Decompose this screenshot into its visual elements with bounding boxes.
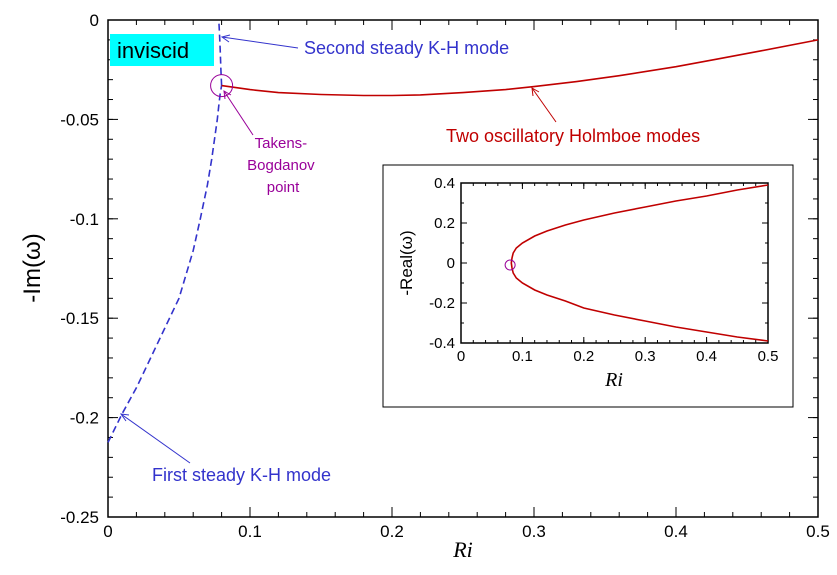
y-tick-label: 0.2	[434, 215, 455, 232]
series-line-first-steady-k-h-mode	[107, 85, 223, 443]
x-tick-label: 0.2	[380, 522, 404, 541]
inviscid-label-background	[110, 34, 214, 66]
second-kh-mode-label: Second steady K-H mode	[304, 38, 509, 58]
y-tick-label: 0	[447, 255, 455, 272]
y-tick-label: 0	[90, 11, 99, 30]
takens-bogdanov-line-2: Bogdanov	[247, 157, 315, 174]
x-tick-label: 0.5	[758, 348, 779, 365]
x-tick-label: 0.3	[522, 522, 546, 541]
takens-bogdanov-arrow	[223, 90, 254, 136]
inviscid-label: inviscid	[117, 38, 189, 63]
takens-bogdanov-label: Takens- Bogdanov point	[247, 135, 319, 196]
holmboe-modes-arrowhead	[531, 87, 540, 97]
y-tick-label: 0.4	[434, 175, 455, 192]
inset-ticks: 0 0.1 0.2 0.3 0.4 0.5 0.4 0.2 0 -0.2 -0.4	[429, 175, 778, 365]
y-tick-label: -0.15	[60, 309, 99, 328]
y-tick-label: -0.2	[429, 295, 455, 312]
first-kh-mode-label: First steady K-H mode	[152, 465, 331, 485]
series-line-two-oscillatory-holmboe-modes	[221, 39, 819, 97]
y-tick-label: -0.05	[60, 110, 99, 129]
inset-box	[382, 164, 794, 408]
x-tick-label: 0.1	[512, 348, 533, 365]
series-line-0	[510, 184, 769, 342]
x-tick-label: 0.2	[573, 348, 594, 365]
y-tick-label: -0.2	[70, 409, 99, 428]
x-tick-label: 0.4	[696, 348, 717, 365]
first-kh-mode-arrowhead	[119, 413, 130, 422]
x-tick-label: 0.5	[806, 522, 830, 541]
x-tick-label: 0.4	[664, 522, 688, 541]
takens-bogdanov-line-3: point	[267, 179, 300, 196]
holmboe-modes-label: Two oscillatory Holmboe modes	[446, 126, 700, 146]
takens-bogdanov-arrowhead	[223, 90, 232, 100]
inset-x-axis-title: Ri	[604, 369, 623, 391]
y-tick-label: -0.4	[429, 335, 455, 352]
x-tick-label: 0.1	[238, 522, 262, 541]
inset-series	[504, 184, 769, 342]
x-tick-label: 0	[457, 348, 465, 365]
main-ticks: 0 0.1 0.2 0.3 0.4 0.5 0 -0.05 -0.1 -0.15 -0.2 -0.25	[60, 11, 830, 541]
inset-y-axis-title: -Real(ω)	[397, 230, 416, 295]
takens-bogdanov-marker	[504, 259, 516, 271]
takens-bogdanov-line-1: Takens-	[255, 135, 308, 152]
main-series	[107, 19, 819, 443]
holmboe-modes-arrow	[531, 87, 557, 123]
y-tick-label: -0.1	[70, 210, 99, 229]
first-kh-mode-arrow	[120, 413, 191, 464]
main-plot-frame	[107, 19, 819, 518]
x-axis-title: Ri	[452, 537, 473, 562]
second-kh-mode-arrow	[221, 36, 299, 49]
y-tick-label: -0.25	[60, 508, 99, 527]
y-axis-title: -Im(ω)	[19, 233, 46, 302]
x-tick-label: 0.3	[635, 348, 656, 365]
series-line-second-steady-k-h-mode	[218, 19, 223, 86]
takens-bogdanov-marker	[210, 74, 234, 98]
x-tick-label: 0	[103, 522, 112, 541]
second-kh-mode-arrowhead	[220, 34, 231, 43]
